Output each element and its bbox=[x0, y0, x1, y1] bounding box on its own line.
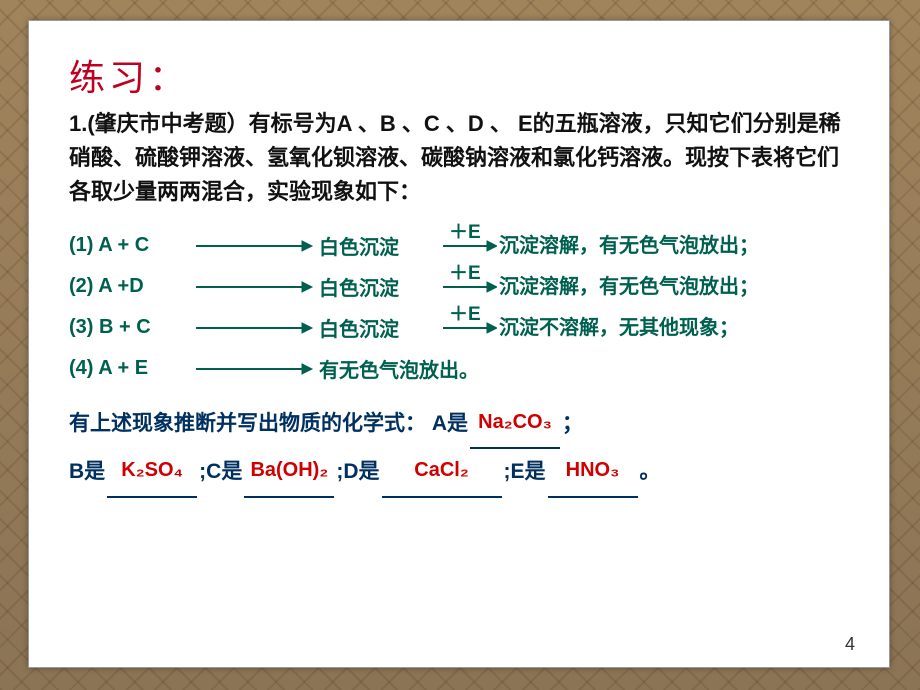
page-number: 4 bbox=[845, 634, 855, 655]
final-result: 沉淀不溶解，无其他现象； bbox=[499, 315, 869, 341]
final-result: 沉淀溶解，有无色气泡放出； bbox=[499, 274, 869, 300]
plus-e-label: ＋E bbox=[449, 299, 481, 326]
blank-B: K₂SO₄ bbox=[107, 449, 197, 497]
answer-B: K₂SO₄ bbox=[121, 459, 183, 481]
concl-lead: 有上述现象推断并写出物质的化学式： A是 bbox=[69, 412, 468, 435]
label-B: B是 bbox=[69, 460, 105, 483]
arrow-1 bbox=[189, 237, 319, 255]
reaction-row: (2) A +D 白色沉淀 ＋E 沉淀溶解，有无色气泡放出； bbox=[69, 272, 853, 301]
arrow-3 bbox=[189, 319, 319, 337]
sep: ； bbox=[562, 412, 583, 435]
plus-e-label: ＋E bbox=[449, 258, 481, 285]
final-result: 有无色气泡放出。 bbox=[319, 354, 799, 383]
answer-C: Ba(OH)₂ bbox=[250, 459, 328, 481]
end-punct: 。 bbox=[640, 460, 661, 483]
slide: 练习： 1.(肇庆市中考题）有标号为A 、B 、C 、D 、 E的五瓶溶液，只知… bbox=[28, 20, 890, 668]
conclusion: 有上述现象推断并写出物质的化学式： A是 Na₂CO₃ ； B是 K₂SO₄ ;C是 Ba… bbox=[69, 401, 853, 497]
section-title: 练习： bbox=[69, 49, 853, 101]
answer-E: HNO₃ bbox=[566, 459, 620, 481]
lhs: (2) A +D bbox=[69, 275, 189, 298]
reaction-row: (1) A + C 白色沉淀 ＋E 沉淀溶解，有无色气泡放出； bbox=[69, 231, 853, 260]
lhs: (4) A + E bbox=[69, 357, 189, 380]
reaction-row: (3) B + C 白色沉淀 ＋E 沉淀不溶解，无其他现象； bbox=[69, 313, 853, 342]
arrow-2b: ＋E bbox=[439, 278, 499, 296]
arrow-1b: ＋E bbox=[439, 237, 499, 255]
blank-C: Ba(OH)₂ bbox=[244, 449, 334, 497]
lhs: (1) A + C bbox=[69, 234, 189, 257]
final-result: 沉淀溶解，有无色气泡放出； bbox=[499, 233, 869, 259]
arrow-4 bbox=[189, 360, 319, 378]
problem-statement: 1.(肇庆市中考题）有标号为A 、B 、C 、D 、 E的五瓶溶液，只知它们分别… bbox=[69, 107, 853, 209]
mid-result: 白色沉淀 bbox=[319, 231, 439, 260]
answer-D: CaCl₂ bbox=[414, 459, 468, 481]
blank-E: HNO₃ bbox=[548, 449, 638, 497]
arrow-2 bbox=[189, 278, 319, 296]
blank-A: Na₂CO₃ bbox=[470, 401, 560, 449]
mid-result: 白色沉淀 bbox=[319, 272, 439, 301]
label-C: ;C是 bbox=[199, 460, 242, 483]
mid-result: 白色沉淀 bbox=[319, 313, 439, 342]
plus-e-label: ＋E bbox=[449, 217, 481, 244]
label-E: ;E是 bbox=[504, 460, 546, 483]
reaction-row: (4) A + E 有无色气泡放出。 bbox=[69, 354, 853, 383]
label-D: ;D是 bbox=[336, 460, 379, 483]
lhs: (3) B + C bbox=[69, 316, 189, 339]
blank-D: CaCl₂ bbox=[382, 449, 502, 497]
arrow-3b: ＋E bbox=[439, 319, 499, 337]
answer-A: Na₂CO₃ bbox=[478, 411, 552, 433]
